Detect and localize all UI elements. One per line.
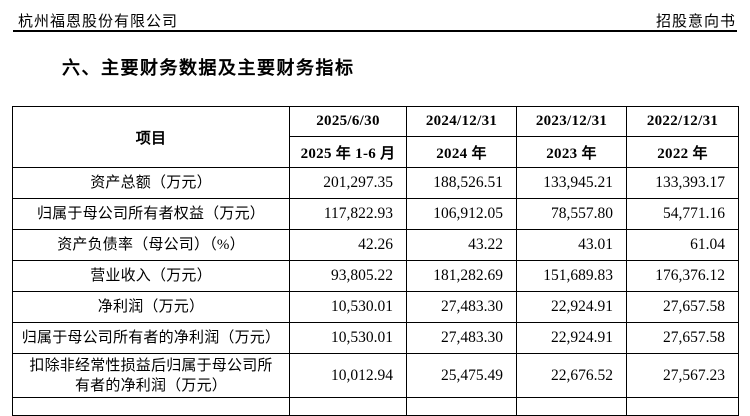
page-header: 杭州福恩股份有限公司 招股意向书 [18, 10, 736, 31]
cell-value: 27,657.58 [626, 291, 739, 323]
column-header-period-2024: 2024 年 [406, 136, 517, 168]
cell-value [626, 397, 739, 416]
cell-value: 10,530.01 [289, 322, 407, 354]
section-title: 六、主要财务数据及主要财务指标 [62, 58, 355, 78]
cell-value: 188,526.51 [406, 167, 517, 199]
cell-value: 201,297.35 [289, 167, 407, 199]
cell-value [406, 397, 517, 416]
cell-value: 27,483.30 [406, 322, 517, 354]
column-header-date-2022: 2022/12/31 [626, 106, 739, 137]
table-header-row-periods: 2025 年 1-6 月 2024 年 2023 年 2022 年 [13, 136, 739, 168]
cell-value: 27,657.58 [626, 322, 739, 354]
company-name: 杭州福恩股份有限公司 [18, 14, 179, 30]
row-label: 归属于母公司所有者权益（万元） [12, 198, 290, 230]
cell-value: 43.22 [406, 229, 517, 261]
row-label [12, 397, 290, 416]
table-row-net-profit: 净利润（万元） 10,530.01 27,483.30 22,924.91 27… [12, 291, 739, 323]
cell-value: 151,689.83 [516, 260, 627, 292]
cell-value: 22,676.52 [516, 353, 627, 398]
financial-indicators-table: 项目 2025/6/30 2024/12/31 2023/12/31 2022/… [12, 106, 739, 416]
cell-value: 181,282.69 [406, 260, 517, 292]
doc-type-label: 招股意向书 [655, 14, 736, 30]
column-header-period-2022: 2022 年 [626, 136, 739, 168]
cell-value: 27,567.23 [626, 353, 739, 398]
table-row-revenue: 营业收入（万元） 93,805.22 181,282.69 151,689.83… [12, 260, 739, 292]
row-label: 扣除非经常性损益后归属于母公司所 有者的净利润（万元） [12, 353, 290, 398]
cell-value: 25,475.49 [406, 353, 517, 398]
column-header-date-2024: 2024/12/31 [406, 106, 517, 137]
cell-value: 54,771.16 [626, 198, 739, 230]
cell-value: 22,924.91 [516, 291, 627, 323]
table-row-partial [12, 397, 739, 416]
row-label: 资产总额（万元） [12, 167, 290, 199]
cell-value: 22,924.91 [516, 322, 627, 354]
cell-value: 117,822.93 [289, 198, 407, 230]
cell-value: 10,012.94 [289, 353, 407, 398]
cell-value [289, 397, 407, 416]
table-row-debt-ratio: 资产负债率（母公司）（%） 42.26 43.22 43.01 61.04 [12, 229, 739, 261]
table-row-total-assets: 资产总额（万元） 201,297.35 188,526.51 133,945.2… [12, 167, 739, 199]
cell-value: 93,805.22 [289, 260, 407, 292]
column-header-date-2025: 2025/6/30 [289, 106, 407, 137]
row-label: 营业收入（万元） [12, 260, 290, 292]
table-row-parent-equity: 归属于母公司所有者权益（万元） 117,822.93 106,912.05 78… [12, 198, 739, 230]
column-header-item: 项目 [12, 106, 290, 168]
cell-value [516, 397, 627, 416]
table-row-parent-net-profit: 归属于母公司所有者的净利润（万元） 10,530.01 27,483.30 22… [12, 322, 739, 354]
header-divider [13, 30, 737, 32]
row-label: 净利润（万元） [12, 291, 290, 323]
cell-value: 43.01 [516, 229, 627, 261]
table-row-deducted-net-profit: 扣除非经常性损益后归属于母公司所 有者的净利润（万元） 10,012.94 25… [12, 353, 739, 398]
cell-value: 10,530.01 [289, 291, 407, 323]
cell-value: 61.04 [626, 229, 739, 261]
column-header-date-2023: 2023/12/31 [516, 106, 627, 137]
cell-value: 78,557.80 [516, 198, 627, 230]
column-header-period-2023: 2023 年 [516, 136, 627, 168]
cell-value: 176,376.12 [626, 260, 739, 292]
row-label: 归属于母公司所有者的净利润（万元） [12, 322, 290, 354]
row-label: 资产负债率（母公司）（%） [12, 229, 290, 261]
cell-value: 27,483.30 [406, 291, 517, 323]
cell-value: 42.26 [289, 229, 407, 261]
column-header-period-2025: 2025 年 1-6 月 [289, 136, 407, 168]
cell-value: 133,393.17 [626, 167, 739, 199]
table-header-row-dates: 项目 2025/6/30 2024/12/31 2023/12/31 2022/… [12, 106, 739, 168]
cell-value: 106,912.05 [406, 198, 517, 230]
cell-value: 133,945.21 [516, 167, 627, 199]
